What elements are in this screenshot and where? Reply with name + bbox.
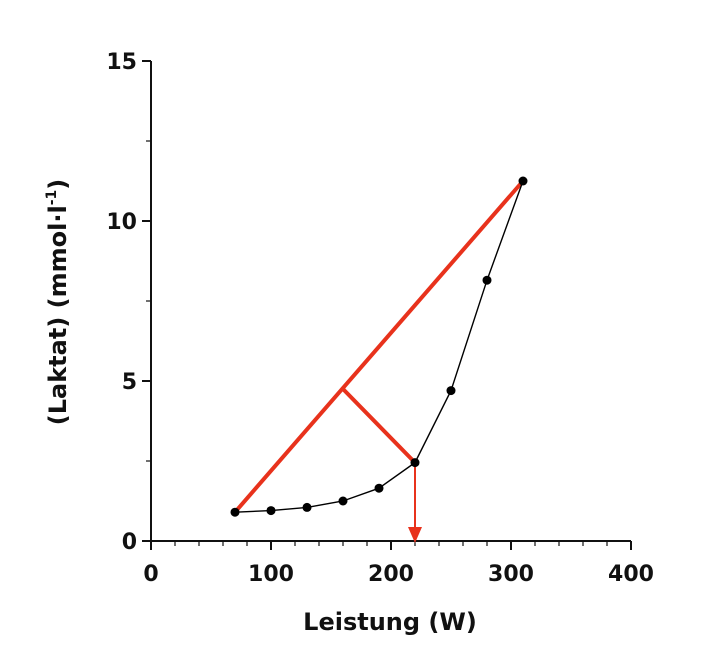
y-tick-label: 0	[122, 530, 137, 555]
threshold-arrow-head	[408, 527, 422, 543]
data-point	[338, 496, 348, 506]
x-tick-label: 100	[248, 562, 294, 587]
baseline-connecting-line	[233, 179, 525, 515]
x-axis-title: Leistung (W)	[303, 608, 477, 636]
y-tick-label: 15	[106, 50, 137, 75]
y-tick-label: 5	[122, 370, 137, 395]
x-tick-label: 400	[608, 562, 654, 587]
y-axis-title-close: )	[44, 179, 72, 190]
x-axis: 0 100 200 300 400	[143, 540, 654, 587]
data-point	[446, 386, 456, 396]
data-point	[410, 458, 420, 468]
x-tick-label: 200	[368, 562, 414, 587]
x-tick-label: 300	[488, 562, 534, 587]
y-axis-title-superscript: -1	[44, 190, 60, 206]
data-point	[482, 275, 492, 285]
data-point	[518, 176, 528, 186]
y-axis-title: (Laktat) (mmol·l-1)	[44, 179, 72, 425]
perpendicular-line	[341, 387, 417, 465]
data-point	[302, 502, 312, 512]
data-point	[374, 483, 384, 493]
y-tick-label: 10	[106, 210, 137, 235]
x-tick-label: 0	[143, 562, 158, 587]
y-axis: 0 5 10 15	[106, 50, 152, 555]
data-point	[266, 506, 276, 516]
data-series	[230, 176, 528, 517]
y-axis-title-main: (Laktat) (mmol·l	[44, 205, 72, 425]
annotation-layer	[233, 179, 525, 543]
data-point	[230, 507, 240, 517]
